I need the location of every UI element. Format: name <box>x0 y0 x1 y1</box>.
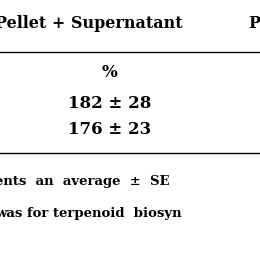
Text: was for terpenoid  biosyn: was for terpenoid biosyn <box>0 207 181 220</box>
Text: P: P <box>248 15 260 32</box>
Text: 176 ± 23: 176 ± 23 <box>68 121 151 139</box>
Text: ents  an  average  ±  SE: ents an average ± SE <box>0 176 169 188</box>
Text: 182 ± 28: 182 ± 28 <box>68 95 151 113</box>
Text: Pellet + Supernatant: Pellet + Supernatant <box>0 15 183 32</box>
Text: %: % <box>101 64 117 81</box>
